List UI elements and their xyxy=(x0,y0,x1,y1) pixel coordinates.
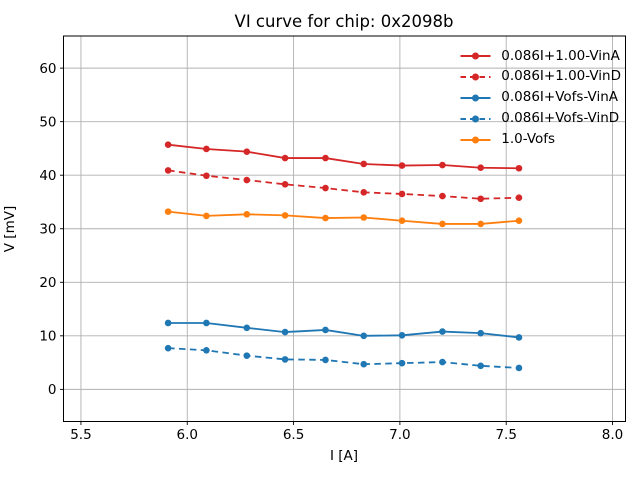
legend-line-sample-icon xyxy=(460,115,491,123)
legend: 0.086I+1.00-VinA 0.086I+1.00-VinD 0.086I+V… xyxy=(459,46,621,150)
legend-label: 0.086I+Vofs-VinA xyxy=(501,89,618,106)
x-tick-label: 5.5 xyxy=(70,427,91,443)
legend-item-0: 0.086I+1.00-VinA xyxy=(459,46,621,67)
legend-label: 1.0-Vofs xyxy=(501,130,556,147)
y-tick-label: 0 xyxy=(48,382,57,398)
legend-item-3: 0.086I+Vofs-VinD xyxy=(459,108,621,129)
legend-label: 0.086I+Vofs-VinD xyxy=(501,110,620,127)
x-tick-label: 6.0 xyxy=(177,427,198,443)
y-tick-label: 60 xyxy=(39,61,56,77)
y-tick-label: 50 xyxy=(39,114,56,130)
y-tick-label: 10 xyxy=(39,329,56,345)
y-axis-label: V [mV] xyxy=(2,205,18,253)
x-tick-label: 8.0 xyxy=(602,427,623,443)
y-tick-label: 30 xyxy=(39,222,56,238)
x-tick-label: 6.5 xyxy=(283,427,304,443)
legend-line-sample-icon xyxy=(460,73,491,81)
y-tick-label: 40 xyxy=(39,168,56,184)
legend-item-1: 0.086I+1.00-VinD xyxy=(459,67,621,88)
legend-line-sample-icon xyxy=(460,94,491,102)
legend-label: 0.086I+1.00-VinD xyxy=(501,68,621,85)
chart-title: VI curve for chip: 0x2098b xyxy=(234,12,454,31)
x-tick-label: 7.5 xyxy=(495,427,516,443)
legend-label: 0.086I+1.00-VinA xyxy=(501,47,620,64)
legend-line-sample-icon xyxy=(460,136,491,144)
y-tick-label: 20 xyxy=(39,275,56,291)
legend-item-2: 0.086I+Vofs-VinA xyxy=(459,88,621,109)
x-tick-label: 7.0 xyxy=(389,427,410,443)
legend-line-sample-icon xyxy=(460,52,491,60)
legend-item-4: 1.0-Vofs xyxy=(459,129,621,150)
x-axis-label: I [A] xyxy=(329,448,359,464)
